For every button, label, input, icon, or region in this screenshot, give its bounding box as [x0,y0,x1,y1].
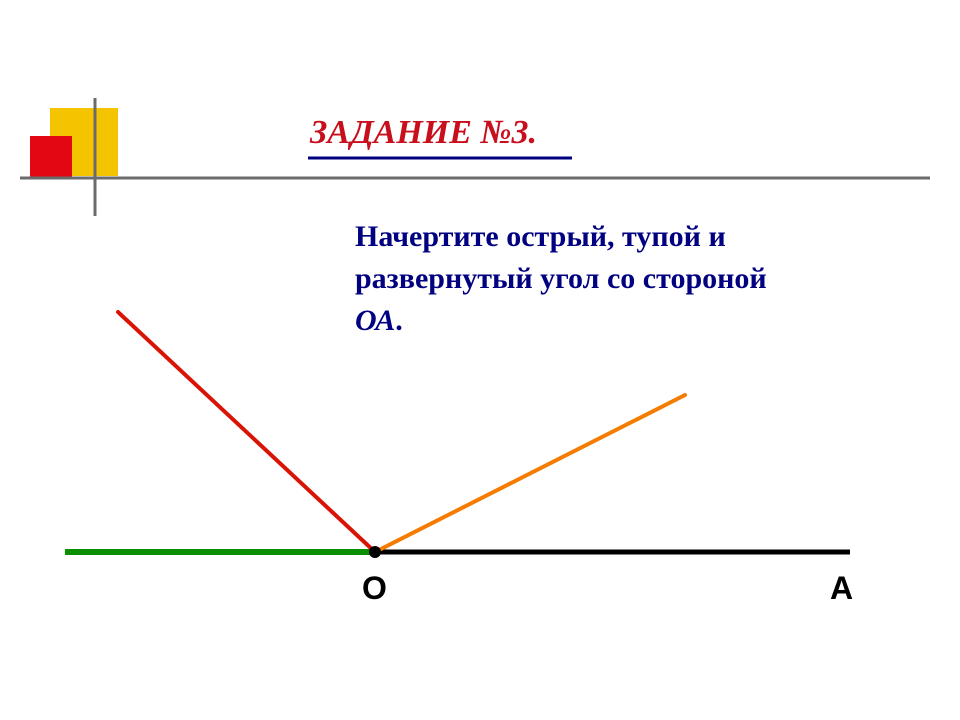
body-line3: ОА. [355,300,767,342]
diagram-svg [0,0,960,720]
title-text: ЗАДАНИЕ №3. [310,114,537,151]
body-line2: развернутый угол со стороной [355,258,767,300]
slide-stage: ЗАДАНИЕ №3. Начертите острый, тупой и ра… [0,0,960,720]
body-emph-oa: ОА [355,304,395,337]
label-o: О [362,570,387,607]
label-a: А [830,570,853,607]
body-tail: . [395,304,403,337]
slide-title: ЗАДАНИЕ №3. [310,114,537,152]
body-line1: Начертите острый, тупой и [355,216,767,258]
task-body: Начертите острый, тупой и развернутый уг… [355,216,767,342]
